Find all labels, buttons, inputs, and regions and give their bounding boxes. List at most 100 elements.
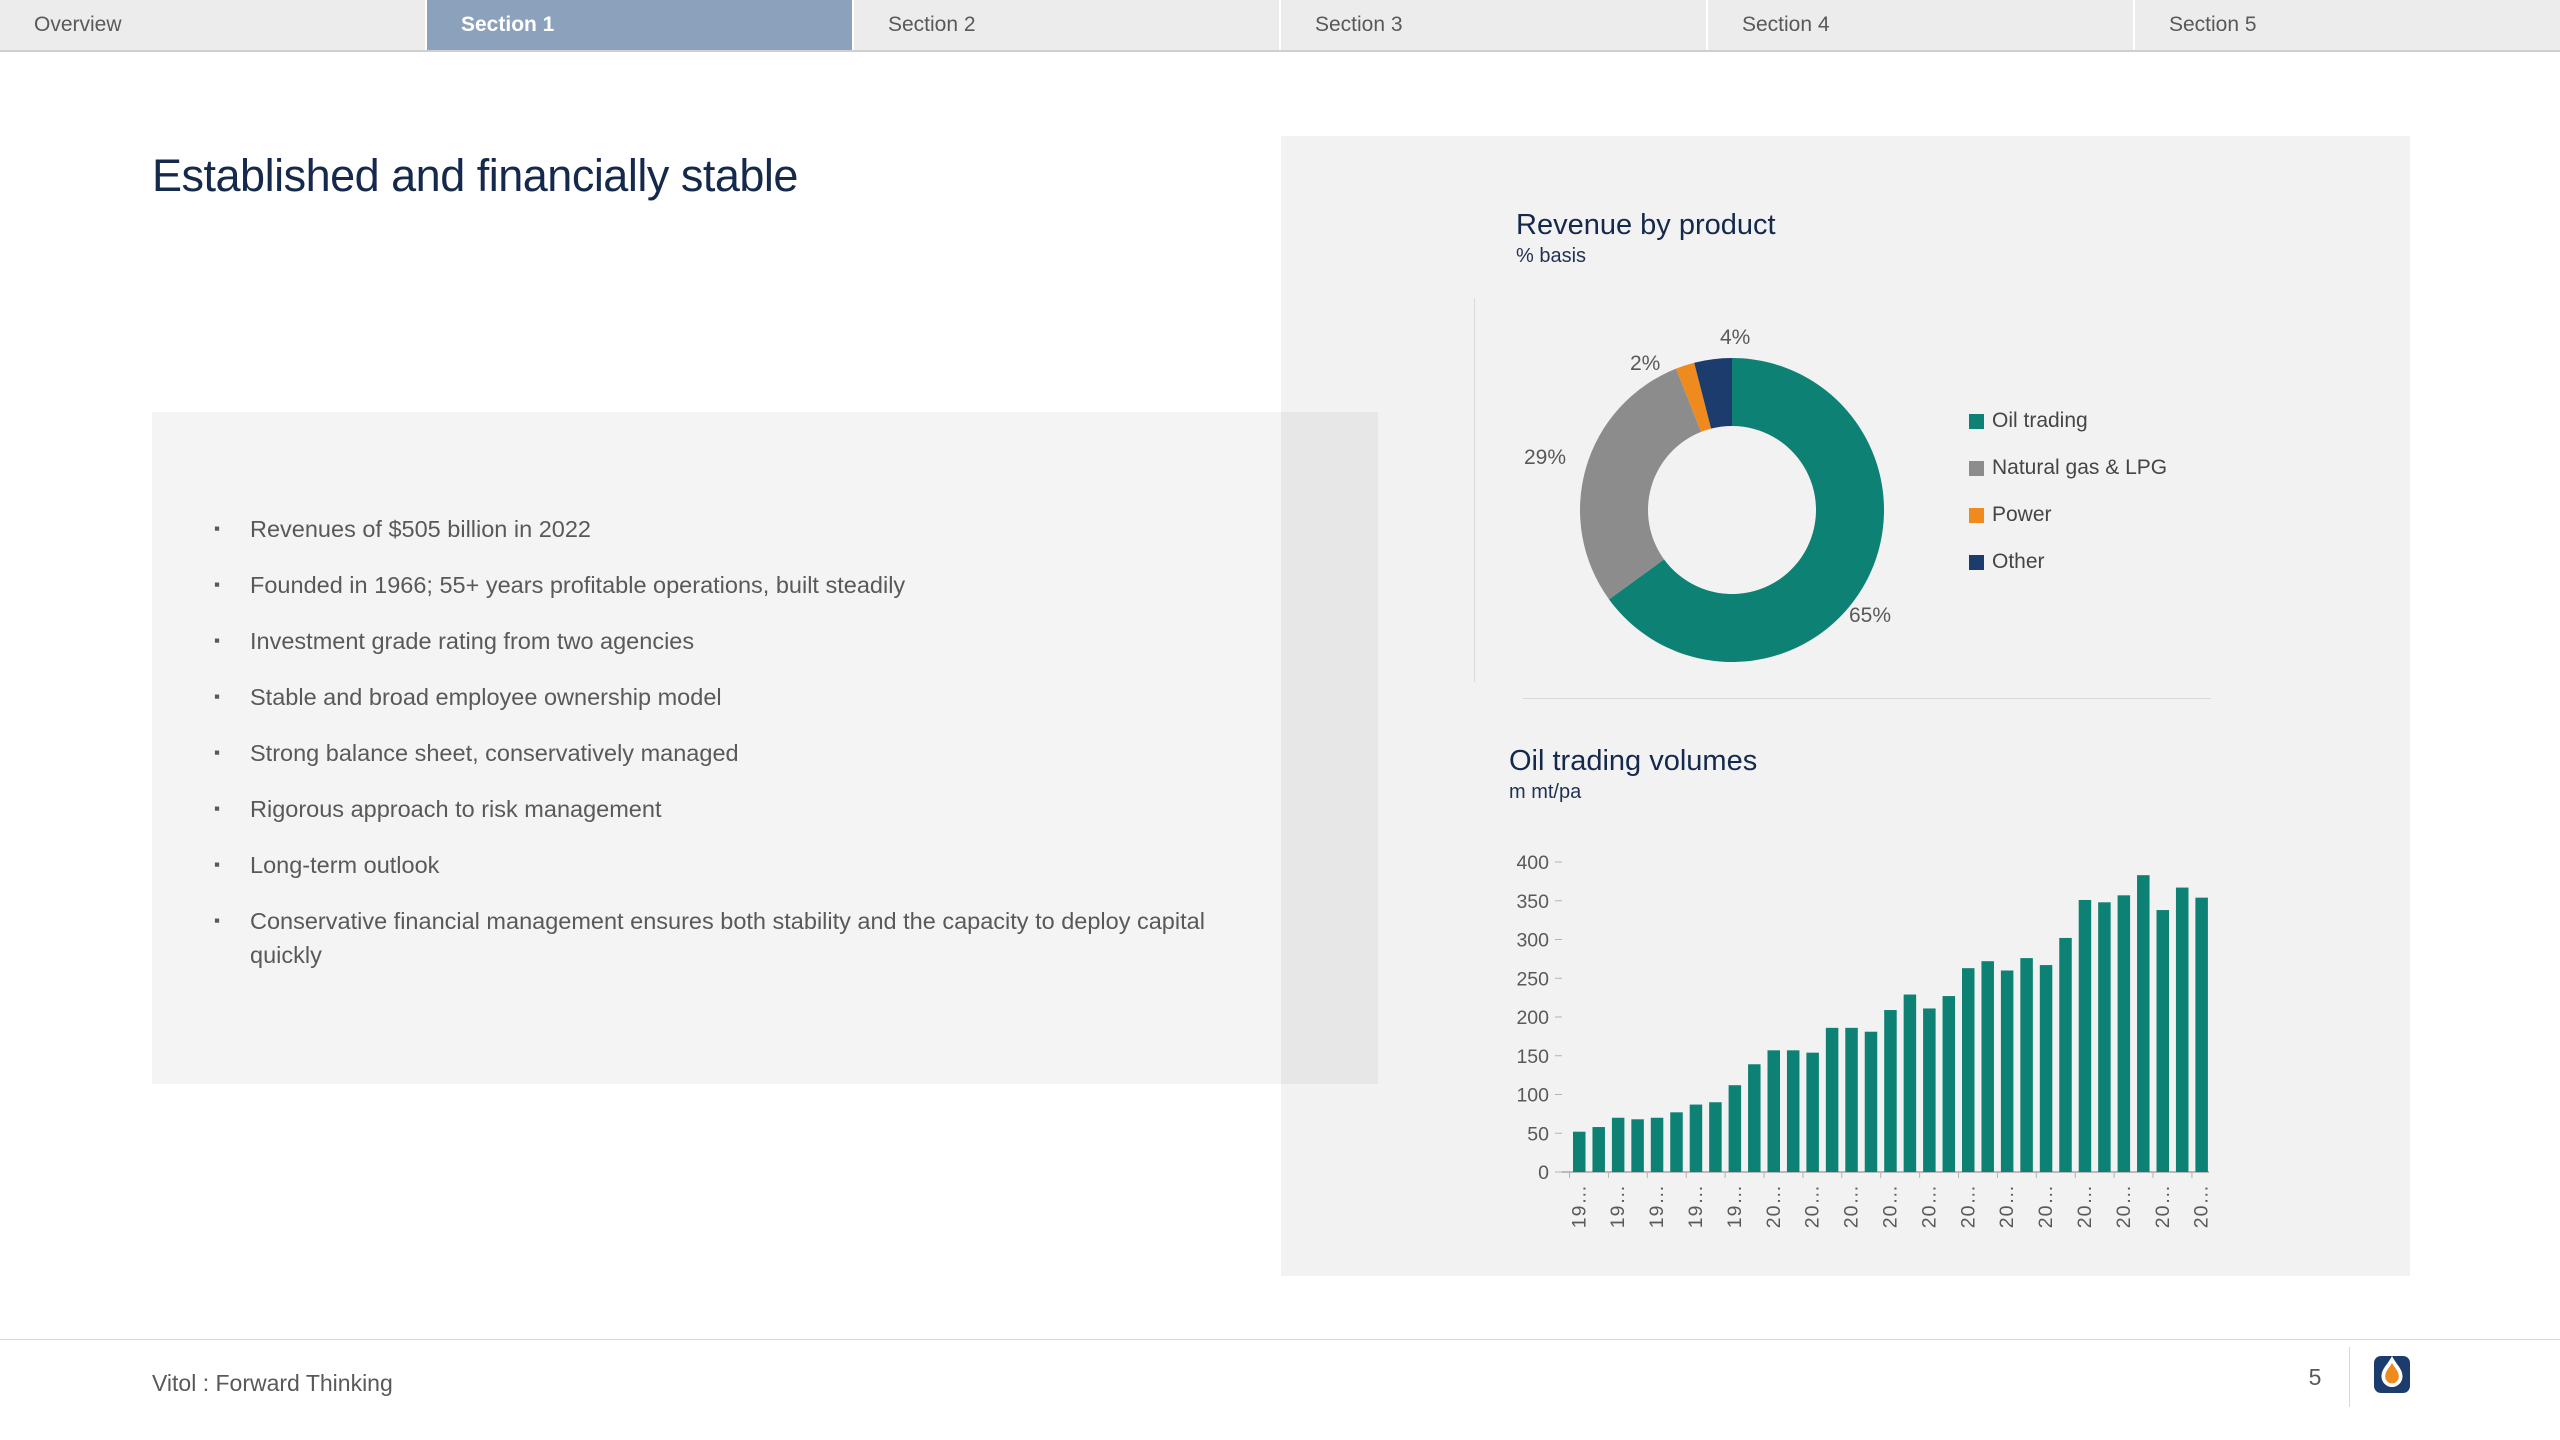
x-axis-tick-label: 20… [2191,1184,2213,1228]
donut-axis-line [1474,298,1475,682]
tab-section-3[interactable]: Section 3 [1281,0,1706,50]
donut-slice-oil-trading [1609,358,1885,662]
bar [2039,965,2053,1172]
donut-slice-other [1694,358,1732,429]
donut-value-label: 2% [1630,352,1661,375]
legend-label: Other [1992,550,2045,573]
bar [1748,1064,1761,1172]
x-axis-tick-label: 19… [1607,1184,1629,1228]
bar [1806,1052,1819,1172]
legend-item: Natural gas & LPG [1969,455,2167,481]
legend-item: Oil trading [1969,408,2167,434]
bar [2098,902,2111,1172]
donut-chart-header: Revenue by product % basis [1516,208,1776,268]
tab-section-1[interactable]: Section 1 [427,0,852,50]
bar [1631,1119,1644,1172]
bar [1728,1085,1742,1172]
tab-section-4[interactable]: Section 4 [1708,0,2133,50]
donut-chart-subtitle: % basis [1516,245,1587,267]
bar [2175,887,2189,1172]
bar [2156,910,2169,1172]
charts-panel: Revenue by product % basis 65% 29% 2% 4% Oi… [1281,136,2410,1276]
donut-slice-power [1676,362,1712,432]
y-axis-tick-label: 0 [1538,1162,1549,1184]
legend-swatch-icon [1969,413,1984,429]
bar [2078,899,2092,1172]
donut-legend: Oil trading Natural gas & LPG Power Other [1969,408,2167,596]
x-axis-tick-label: 20… [1841,1184,1863,1228]
bullet-item: Rigorous approach to risk management [214,792,1255,826]
x-axis-tick-label: 20… [1879,1184,1901,1228]
bullet-list: Revenues of $505 billion in 2022 Founded … [214,512,1318,972]
tab-overview[interactable]: Overview [0,0,425,50]
page-number: 5 [2308,1364,2322,1390]
key-points-box: Revenues of $505 billion in 2022 Founded … [152,412,1378,1084]
tab-section-2[interactable]: Section 2 [854,0,1279,50]
x-axis-tick-label: 20… [2152,1184,2174,1228]
bar [1864,1031,1878,1172]
donut-slice-natural-gas-lpg [1580,368,1702,600]
footer-separator [2349,1347,2350,1407]
tab-section-5[interactable]: Section 5 [2135,0,2560,50]
x-axis-tick-label: 19… [1685,1184,1707,1228]
legend-label: Natural gas & LPG [1992,456,2168,479]
x-axis-tick-label: 19… [1724,1184,1746,1228]
legend-swatch-icon [1969,554,1984,570]
bar [1767,1050,1780,1172]
bullet-item: Stable and broad employee ownership mode… [214,680,1255,714]
bar [1942,996,1956,1172]
footer-tagline: Vitol : Forward Thinking [152,1370,393,1396]
bullet-item: Founded in 1966; 55+ years profitable op… [214,568,1255,602]
x-axis-tick-label: 20… [1996,1184,2018,1228]
bar-chart-subtitle: m mt/pa [1509,781,1582,803]
y-axis-tick-label: 200 [1516,1007,1549,1029]
x-axis-tick-label: 20… [1802,1184,1824,1228]
x-axis-tick-label: 20… [2035,1184,2057,1228]
footer-divider [0,1339,2560,1340]
page-title: Established and financially stable [152,150,798,201]
x-axis-tick-label: 19… [1568,1184,1590,1228]
tab-bar: Overview Section 1 Section 2 Section 3 Secti… [0,0,2560,52]
y-axis-tick-label: 250 [1516,968,1549,990]
x-axis-tick-label: 20… [1763,1184,1785,1228]
bullet-item: Investment grade rating from two agencie… [214,624,1255,658]
divider-line [1523,698,2211,699]
bullet-item: Strong balance sheet, conservatively man… [214,736,1255,770]
bar [1573,1131,1586,1172]
bar [2059,937,2072,1172]
bar [1592,1127,1605,1172]
bar [1884,1010,1897,1172]
x-axis-tick-label: 20… [2074,1184,2096,1228]
donut-value-label: 29% [1524,446,1567,469]
y-axis-tick-label: 400 [1516,852,1549,874]
bar [1903,994,1917,1172]
bar [1670,1112,1683,1172]
bar [1845,1027,1858,1172]
bar [2020,958,2033,1172]
legend-item: Power [1969,502,2167,528]
bar [1689,1104,1703,1172]
legend-label: Power [1992,503,2052,526]
donut-value-label: 4% [1720,326,1751,349]
y-axis-tick-label: 50 [1527,1123,1549,1145]
bar-chart-title: Oil trading volumes [1509,745,1758,777]
bar [1709,1102,1722,1172]
bar [2117,895,2131,1172]
bullet-item: Revenues of $505 billion in 2022 [214,512,1255,546]
bar [1611,1117,1625,1172]
y-axis-tick-label: 350 [1516,891,1549,913]
legend-item: Other [1969,549,2167,575]
bar [1825,1027,1839,1172]
bar [1962,968,1975,1172]
bar [2000,970,2014,1172]
x-axis-tick-label: 20… [2113,1184,2135,1228]
legend-swatch-icon [1969,507,1984,523]
donut-chart-title: Revenue by product [1516,209,1776,241]
oil-trading-volumes-bar-chart: 0 50 100 150 200 250 300 350 400 19… 19… 19… 19… 19… 2… [1516,852,2213,1228]
donut-value-label: 65% [1849,604,1892,627]
bar [1923,1008,1936,1172]
bar [1981,961,1994,1172]
x-axis-tick-label: 20… [1957,1184,1979,1228]
y-axis-tick-label: 150 [1516,1046,1549,1068]
